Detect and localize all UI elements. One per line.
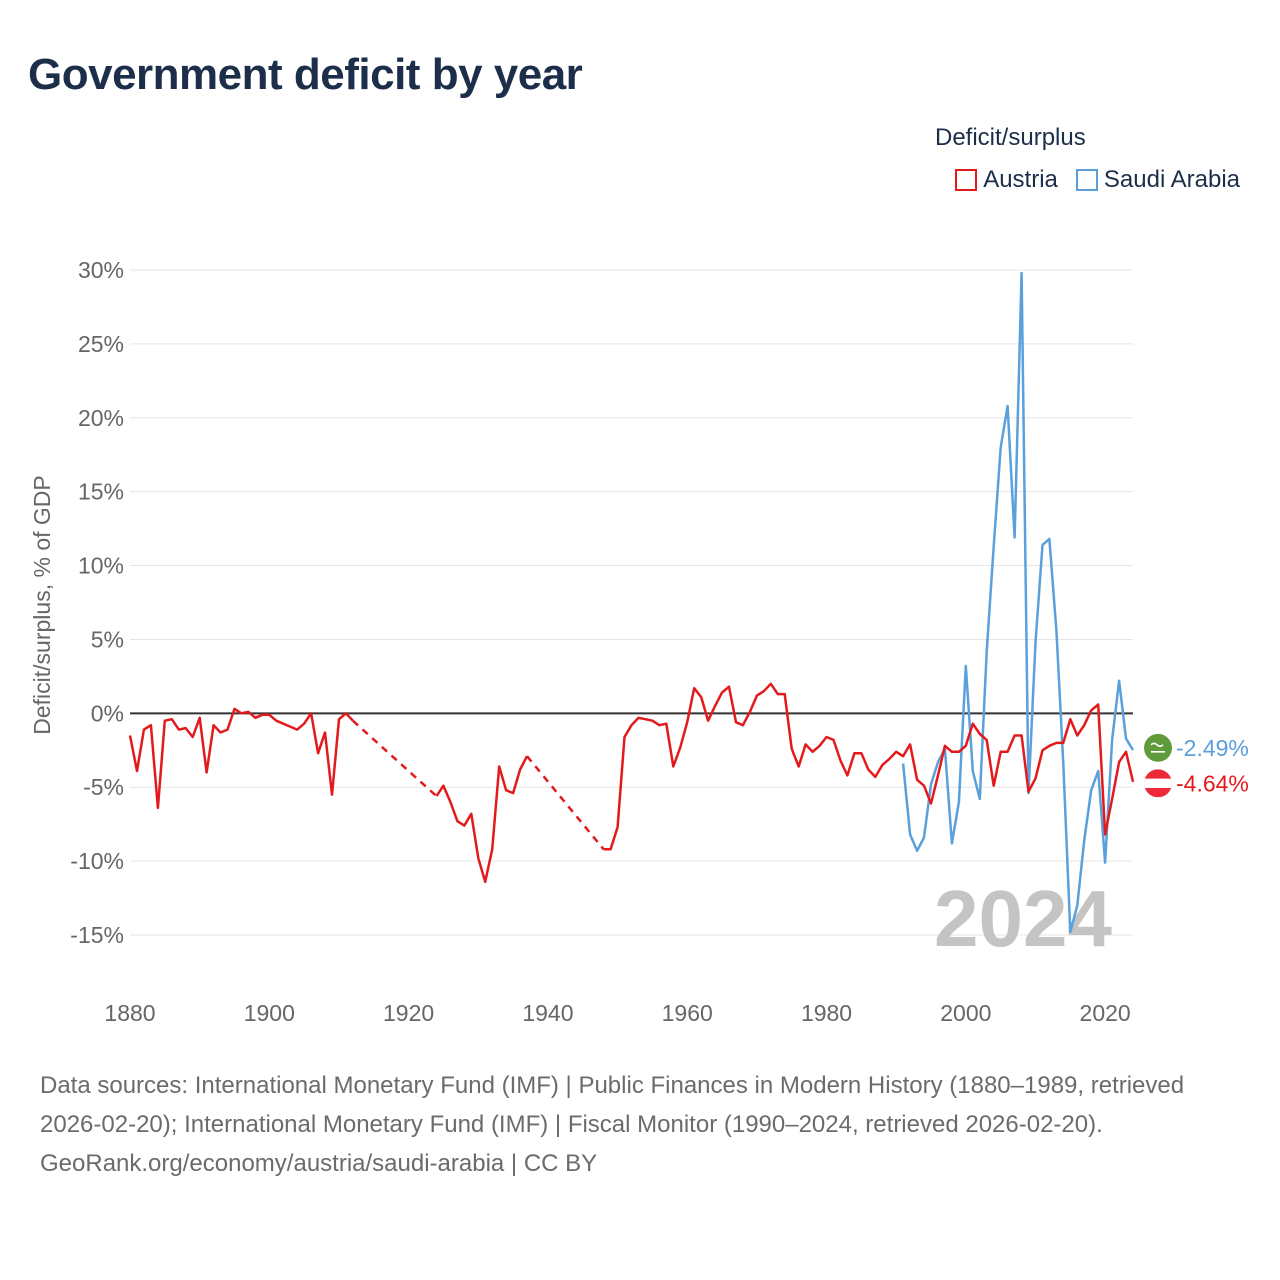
- series-gap-dashed: [352, 719, 438, 798]
- end-label-austria: -4.64%: [1176, 770, 1249, 796]
- y-tick-label: 10%: [78, 553, 124, 579]
- end-label-saudi-arabia: -2.49%: [1176, 735, 1249, 761]
- y-tick-label: 20%: [78, 405, 124, 431]
- legend-swatch-saudi-arabia: [1075, 169, 1098, 191]
- footer: Data sources: International Monetary Fun…: [40, 1066, 1240, 1183]
- legend-label-austria: Austria: [983, 166, 1058, 193]
- series-gap-dashed: [526, 755, 605, 851]
- y-tick-label: 30%: [78, 257, 124, 283]
- austria-flag: [1144, 769, 1172, 798]
- flag-band: [1144, 778, 1172, 789]
- data-sources: Data sources: International Monetary Fun…: [40, 1072, 1185, 1138]
- year-watermark: 2024: [934, 874, 1112, 963]
- y-tick-label: -15%: [70, 922, 124, 948]
- legend-item-saudi-arabia[interactable]: Saudi Arabia: [1075, 166, 1240, 194]
- x-tick-label: 1900: [244, 1000, 295, 1026]
- y-axis-label: Deficit/surplus, % of GDP: [29, 475, 55, 734]
- series-line: [435, 755, 529, 884]
- flag-field: [1144, 733, 1172, 762]
- y-tick-label: -5%: [83, 774, 124, 800]
- x-tick-label: 2020: [1080, 1000, 1131, 1026]
- legend-swatch-austria: [955, 169, 978, 191]
- line-chart: 30% 25% 20% 15% 10% 5% 0% -5% -10% -15% 1880 1900 19…: [29, 257, 1249, 1026]
- legend-item-austria[interactable]: Austria: [955, 166, 1058, 194]
- series-saudi-arabia: [901, 271, 1135, 934]
- chart-title: Government deficit by year: [28, 50, 583, 99]
- x-tick-label: 1880: [104, 1000, 155, 1026]
- credit-link[interactable]: GeoRank.org/economy/austria/saudi-arabia…: [40, 1150, 598, 1177]
- series-line: [603, 682, 1135, 851]
- series-austria: [128, 682, 1135, 884]
- flag-script: [1150, 742, 1164, 748]
- legend-label-saudi-arabia: Saudi Arabia: [1103, 166, 1240, 193]
- series-line: [128, 707, 354, 810]
- series-line: [901, 271, 1135, 934]
- x-tick-label: 1920: [383, 1000, 434, 1026]
- y-tick-label: 5%: [91, 626, 124, 652]
- x-tick-label: 2000: [940, 1000, 991, 1026]
- y-tick-label: 25%: [78, 331, 124, 357]
- x-tick-label: 1960: [662, 1000, 713, 1026]
- y-tick-label: 15%: [78, 479, 124, 505]
- y-tick-label: -10%: [70, 848, 124, 874]
- legend-title: Deficit/surplus: [935, 124, 1086, 151]
- saudi-arabia-flag: [1144, 733, 1172, 762]
- x-tick-label: 1940: [522, 1000, 573, 1026]
- y-tick-label: 0%: [91, 700, 124, 726]
- legend: Austria Saudi Arabia: [955, 166, 1240, 194]
- x-tick-label: 1980: [801, 1000, 852, 1026]
